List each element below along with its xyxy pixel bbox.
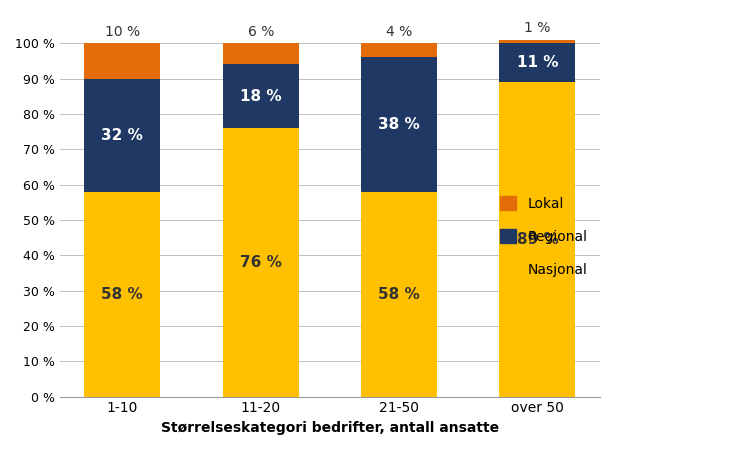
Text: 1 %: 1 % — [524, 22, 550, 36]
Bar — [223, 128, 298, 396]
Legend: Lokal, Regional, Nasjonal: Lokal, Regional, Nasjonal — [494, 190, 593, 282]
Text: 89 %: 89 % — [517, 232, 558, 247]
Text: 32 %: 32 % — [101, 128, 143, 143]
Bar — [500, 82, 575, 396]
Bar — [84, 79, 160, 192]
Bar — [84, 43, 160, 79]
Bar — [361, 192, 437, 396]
Text: 11 %: 11 % — [517, 55, 558, 70]
Text: 58 %: 58 % — [378, 287, 420, 302]
Text: 4 %: 4 % — [386, 25, 412, 39]
Bar — [223, 64, 298, 128]
Bar — [500, 40, 575, 43]
Bar — [84, 192, 160, 396]
Bar — [361, 58, 437, 192]
Bar — [361, 43, 437, 58]
Bar — [223, 43, 298, 64]
Text: 76 %: 76 % — [240, 255, 282, 270]
Text: 10 %: 10 % — [105, 25, 140, 39]
Bar — [500, 43, 575, 82]
Text: 58 %: 58 % — [101, 287, 143, 302]
Text: 18 %: 18 % — [240, 89, 281, 104]
X-axis label: Størrelseskategori bedrifter, antall ansatte: Størrelseskategori bedrifter, antall ans… — [160, 421, 499, 435]
Text: 6 %: 6 % — [248, 25, 274, 39]
Text: 38 %: 38 % — [378, 117, 420, 132]
